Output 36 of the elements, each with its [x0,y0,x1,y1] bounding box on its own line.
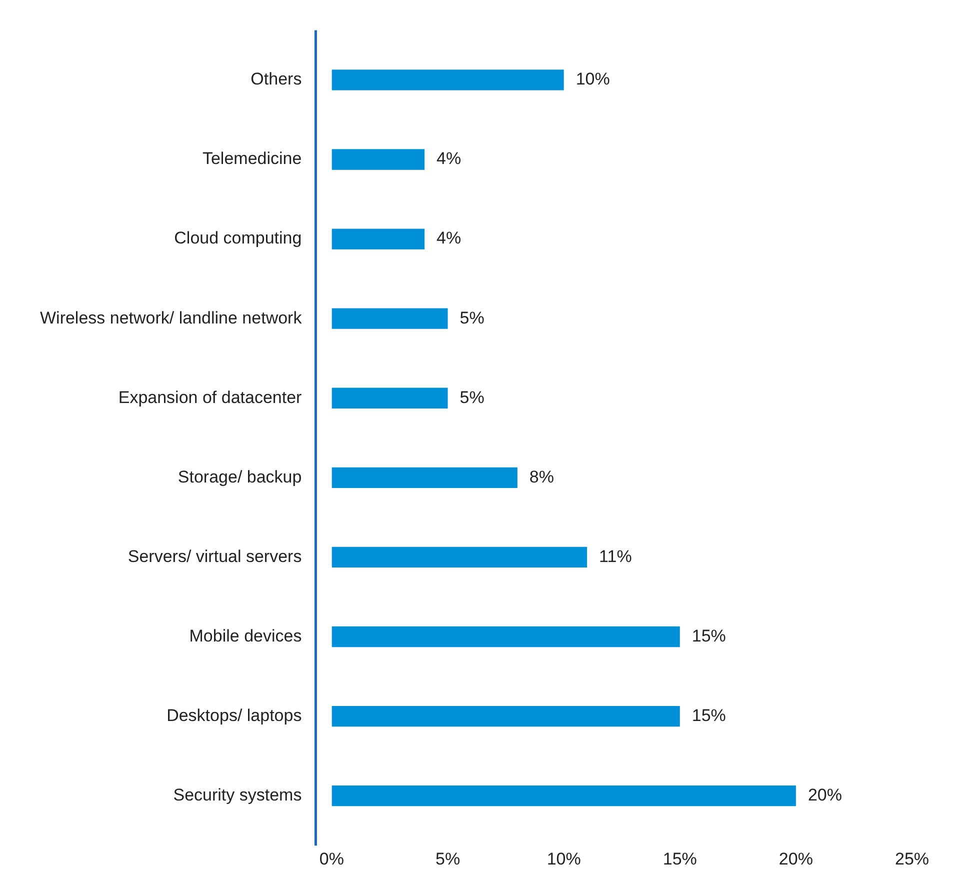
data-label: 10% [576,70,610,89]
x-tick-label: 5% [435,849,460,868]
x-tick-label: 20% [778,849,813,868]
data-label: 15% [692,706,726,725]
bar [332,149,425,170]
x-tick-label: 0% [319,849,344,868]
data-label: 4% [436,149,462,168]
bar [332,785,796,806]
bar [332,308,448,329]
y-tick-label: Mobile devices [189,626,302,646]
bar [332,70,564,90]
y-tick-label: Telemedicine [202,149,302,168]
x-tick-label: 10% [546,849,581,868]
y-tick-label: Others [250,70,302,89]
x-tick-label: 15% [662,849,697,868]
bar [332,626,680,648]
data-label: 11% [599,546,632,566]
data-label: 15% [692,626,726,646]
bar [332,706,680,727]
y-tick-label: Expansion of datacenter [118,388,302,407]
y-tick-label: Servers/ virtual servers [128,546,302,566]
bar [332,546,588,568]
bar [332,467,518,488]
y-tick-label: Desktops/ laptops [166,706,302,725]
bar [332,388,448,408]
data-label: 8% [529,467,554,486]
data-label: 5% [460,388,484,407]
y-tick-label: Storage/ backup [178,467,302,486]
bar [332,228,425,250]
data-label: 20% [808,786,842,805]
data-label: 4% [436,228,462,248]
data-label: 5% [460,308,484,328]
y-tick-label: Wireless network/ landline network [40,308,302,328]
y-tick-label: Cloud computing [174,228,302,248]
x-tick-label: 25% [894,849,930,868]
y-tick-label: Security systems [173,786,302,805]
